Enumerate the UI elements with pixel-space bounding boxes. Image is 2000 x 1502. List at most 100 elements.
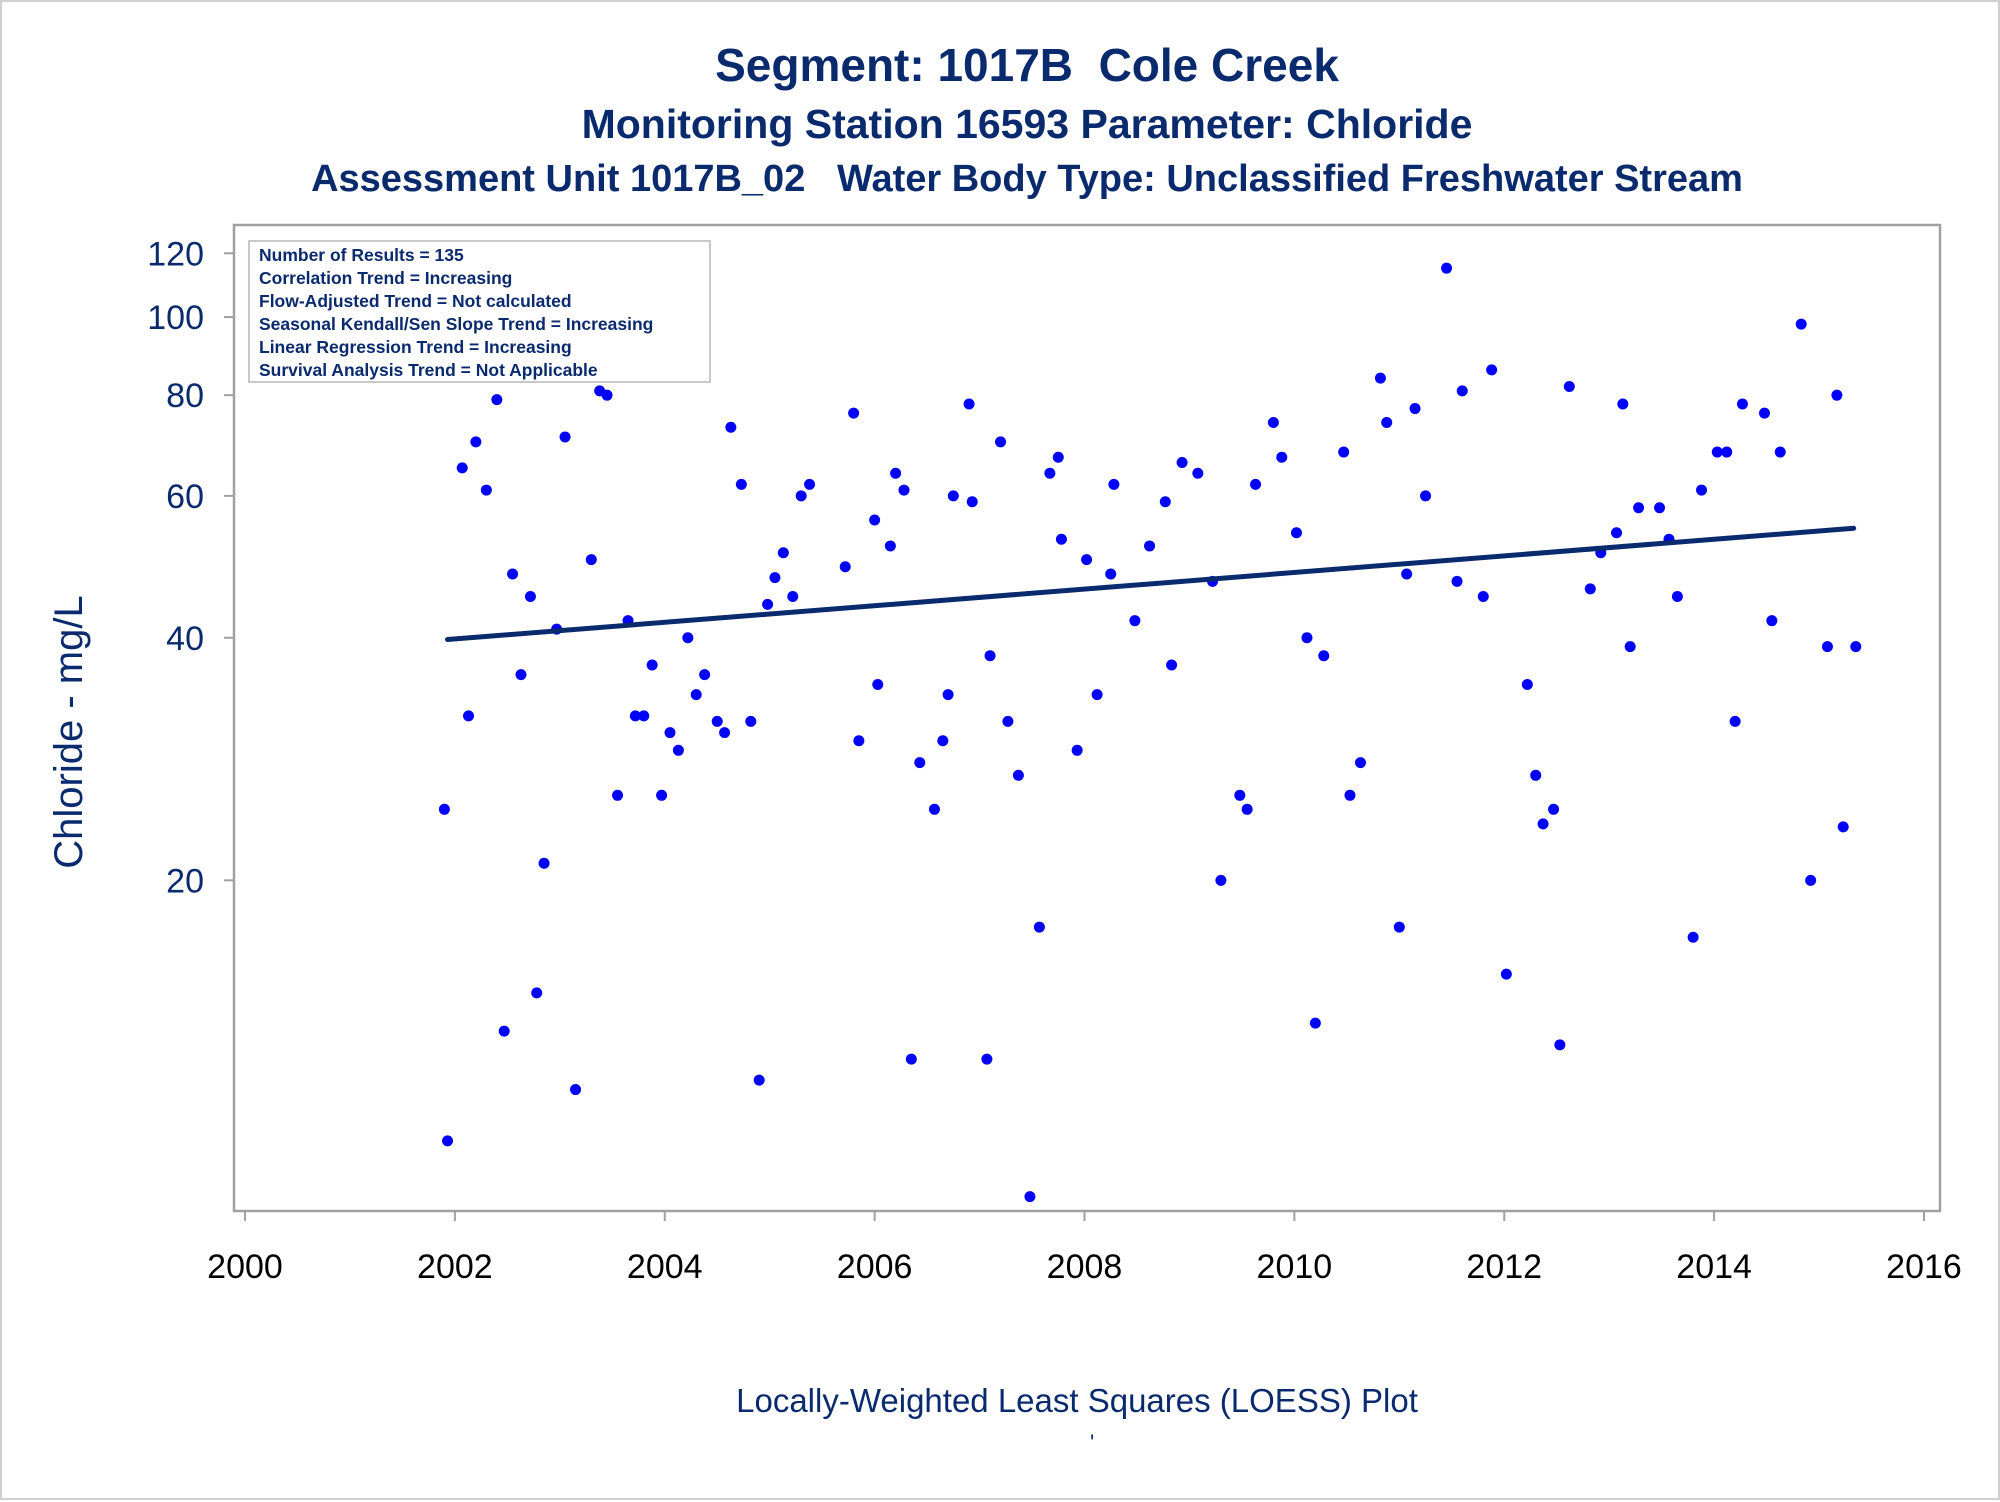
data-points <box>438 262 1862 1203</box>
data-point <box>1696 484 1708 496</box>
data-point <box>1611 527 1623 539</box>
data-point <box>1774 446 1786 458</box>
data-point <box>1309 1017 1321 1029</box>
data-point <box>1338 446 1350 458</box>
data-point <box>1409 403 1421 415</box>
data-point <box>1711 446 1723 458</box>
data-point <box>914 757 926 769</box>
data-point <box>1837 821 1849 833</box>
data-point <box>1687 931 1699 943</box>
data-point <box>1002 715 1014 727</box>
data-point <box>1441 262 1453 274</box>
data-point <box>995 436 1007 448</box>
chart-subtitle-assessment: Assessment Unit 1017B_02 Water Body Type… <box>311 158 1743 200</box>
data-point <box>898 484 910 496</box>
data-point <box>872 678 884 690</box>
data-point <box>1234 789 1246 801</box>
data-point <box>1105 568 1117 580</box>
y-tick-label: 80 <box>166 377 204 415</box>
data-point <box>1721 446 1733 458</box>
data-point <box>890 467 902 479</box>
data-point <box>438 803 450 815</box>
data-point <box>585 554 597 566</box>
data-point <box>937 735 949 747</box>
data-point <box>1805 874 1817 886</box>
data-point <box>1654 502 1666 514</box>
data-point <box>1081 554 1093 566</box>
info-results-count: Number of Results = 135 <box>259 245 464 265</box>
data-point <box>1451 575 1463 587</box>
x-tick-label: 2002 <box>417 1248 493 1286</box>
data-point <box>1215 874 1227 886</box>
data-point <box>456 462 468 474</box>
data-point <box>690 689 702 701</box>
data-point <box>1166 659 1178 671</box>
data-point <box>762 598 774 610</box>
data-point <box>1241 803 1253 815</box>
plot-area <box>232 223 1942 1213</box>
data-point <box>1176 457 1188 469</box>
data-point <box>853 735 865 747</box>
loess-trend-line <box>445 525 1857 643</box>
data-point <box>1192 467 1204 479</box>
data-point <box>1758 407 1770 419</box>
data-point <box>1108 478 1120 490</box>
x-tick-label: 2010 <box>1257 1248 1333 1286</box>
x-tick-label: 2016 <box>1886 1248 1962 1286</box>
data-point <box>1537 818 1549 830</box>
data-point <box>1530 769 1542 781</box>
data-point <box>1420 490 1432 502</box>
data-point <box>1736 398 1748 410</box>
data-point <box>1500 968 1512 980</box>
data-point <box>1521 678 1533 690</box>
data-point <box>1290 527 1302 539</box>
info-linear-regression-trend: Linear Regression Trend = Increasing <box>259 337 572 357</box>
data-point <box>963 398 975 410</box>
data-point <box>928 803 940 815</box>
x-tick-label: 2004 <box>627 1248 703 1286</box>
data-point <box>1486 364 1498 376</box>
data-point <box>1318 650 1330 662</box>
data-point <box>1795 318 1807 330</box>
data-point <box>1052 451 1064 463</box>
data-point <box>682 632 694 644</box>
data-point <box>1276 451 1288 463</box>
data-point <box>463 710 475 722</box>
y-tick-label: 40 <box>166 620 204 658</box>
data-point <box>1071 744 1083 756</box>
data-point <box>725 421 737 433</box>
data-point <box>905 1053 917 1065</box>
data-point <box>1354 757 1366 769</box>
data-point <box>1554 1039 1566 1051</box>
data-point <box>869 514 881 526</box>
footnote-mark: ' <box>1090 1430 1095 1455</box>
data-point <box>470 436 482 448</box>
data-point <box>1584 583 1596 595</box>
x-tick-label: 2012 <box>1466 1248 1542 1286</box>
data-point <box>672 744 684 756</box>
data-point <box>1821 641 1833 653</box>
y-tick-label: 100 <box>147 299 204 337</box>
data-point <box>491 394 503 406</box>
data-point <box>735 478 747 490</box>
data-point <box>531 987 543 999</box>
data-point <box>442 1135 454 1147</box>
data-point <box>612 789 624 801</box>
data-point <box>570 1084 582 1096</box>
data-point <box>1633 502 1645 514</box>
data-point <box>1055 533 1067 545</box>
data-point <box>848 407 860 419</box>
data-point <box>1129 615 1141 627</box>
data-point <box>1624 641 1636 653</box>
data-point <box>769 572 781 584</box>
data-point <box>884 540 896 552</box>
data-point <box>947 490 959 502</box>
data-point <box>1401 568 1413 580</box>
data-point <box>1267 416 1279 428</box>
data-point <box>753 1074 765 1086</box>
data-point <box>1033 921 1045 933</box>
data-point <box>1766 615 1778 627</box>
data-point <box>601 389 613 401</box>
data-point <box>1563 381 1575 393</box>
data-point <box>1012 769 1024 781</box>
